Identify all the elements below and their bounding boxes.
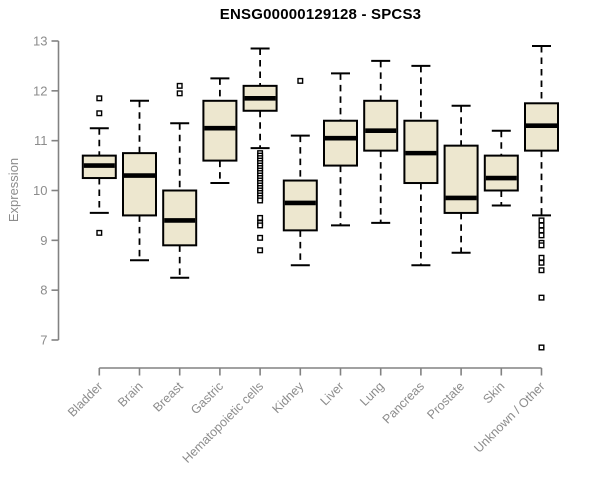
outlier-point: [96, 229, 103, 236]
boxplot-liver: [323, 72, 358, 227]
y-tick-label: 12: [33, 83, 47, 98]
boxplot-gastric: [202, 77, 238, 185]
boxplot-lung: [363, 59, 399, 224]
x-tick-label-kidney: Kidney: [269, 379, 306, 416]
iqr-box: [162, 189, 198, 247]
outlier-point: [538, 232, 545, 239]
boxplot-bladder: [81, 95, 117, 236]
outlier-point: [538, 294, 545, 301]
outlier-point: [96, 95, 103, 102]
outlier-point: [176, 82, 183, 89]
outlier-point: [257, 214, 264, 221]
iqr-box: [122, 152, 157, 217]
iqr-box: [282, 179, 318, 232]
outlier-point: [538, 267, 545, 274]
outlier-point: [257, 197, 264, 204]
boxplot-skin: [483, 129, 519, 207]
boxplot-pancreas: [403, 64, 439, 267]
y-tick-label: 10: [33, 183, 47, 198]
outlier-point: [538, 217, 545, 224]
x-tick-label-unknown-other: Unknown / Other: [471, 379, 547, 455]
iqr-box: [202, 99, 238, 162]
boxplot-hematopoietic-cells: [242, 47, 278, 254]
y-tick-label: 11: [34, 133, 48, 148]
y-axis: 7 8 9 10 11 12 13: [33, 34, 60, 348]
outlier-point: [257, 247, 264, 254]
outlier-point: [257, 222, 264, 229]
x-tick-label-bladder: Bladder: [65, 379, 105, 419]
y-tick-label: 8: [40, 283, 47, 298]
outlier-point: [96, 110, 103, 117]
x-tick-label-breast: Breast: [150, 379, 186, 415]
outlier-point: [538, 222, 545, 229]
chart-title: ENSG00000129128 - SPCS3: [219, 6, 422, 23]
iqr-box: [483, 154, 519, 192]
x-tick-label-lung: Lung: [357, 379, 387, 409]
x-tick-label-liver: Liver: [318, 379, 347, 408]
boxplot-prostate: [443, 104, 479, 254]
x-tick-label-skin: Skin: [480, 379, 507, 406]
iqr-box: [323, 119, 358, 167]
iqr-box: [363, 99, 399, 152]
x-tick-label-brain: Brain: [115, 379, 146, 410]
outlier-point: [538, 227, 545, 234]
y-tick-label: 7: [40, 333, 47, 348]
x-tick-label-pancreas: Pancreas: [380, 379, 427, 426]
outlier-point: [538, 259, 545, 266]
outlier-point: [538, 344, 545, 351]
outlier-point: [176, 90, 183, 97]
outlier-point: [297, 77, 304, 84]
iqr-box: [443, 144, 479, 214]
boxplot-breast: [162, 82, 198, 279]
outlier-point: [538, 254, 545, 261]
x-tick-label-gastric: Gastric: [188, 379, 226, 417]
y-tick-label: 9: [40, 233, 47, 248]
x-tick-label-hematopoietic-cells: Hematopoietic cells: [180, 379, 267, 466]
y-tick-label: 13: [33, 34, 47, 49]
boxplot-kidney: [282, 77, 318, 267]
x-tick-label-prostate: Prostate: [424, 379, 467, 422]
outlier-point: [257, 234, 264, 241]
boxplot-unknown-other: [524, 44, 559, 351]
boxplot-brain: [122, 99, 157, 262]
outlier-point: [538, 242, 545, 249]
